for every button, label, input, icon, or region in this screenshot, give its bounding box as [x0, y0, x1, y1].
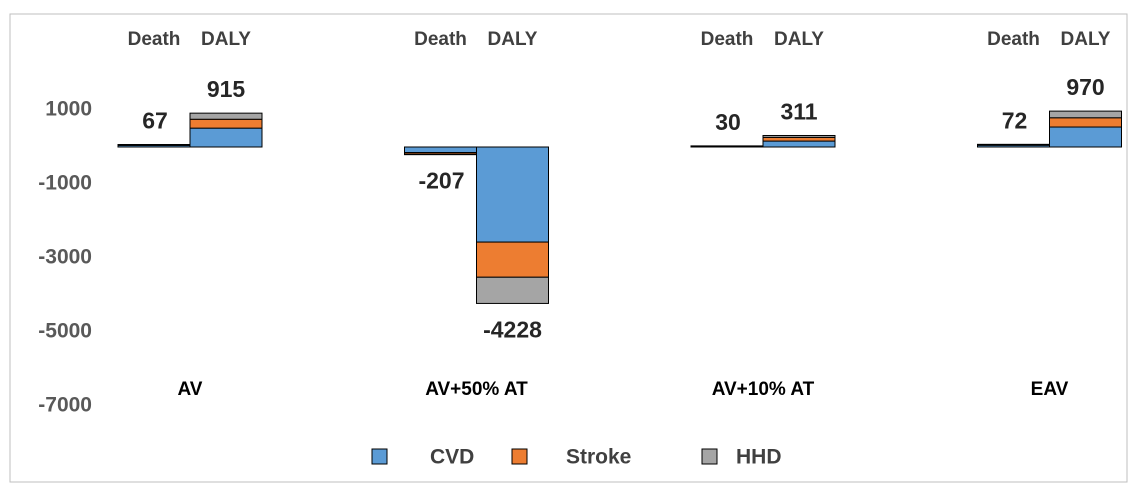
total-label: 67: [142, 108, 168, 134]
bar-label: DALY: [1061, 29, 1111, 50]
bar-segment: [762, 140, 836, 148]
y-tick-label: -7000: [38, 394, 92, 417]
bar-label: DALY: [488, 29, 538, 50]
bar-segment: [1049, 110, 1122, 119]
bar-segment: [977, 143, 1050, 146]
bar-segment: [476, 241, 549, 278]
category-label: EAV: [1031, 379, 1069, 400]
bar-segment: [404, 153, 477, 156]
category-label: AV+10% AT: [712, 379, 815, 400]
total-label: 970: [1066, 74, 1104, 100]
bar-segment: [189, 127, 263, 148]
bar-segment: [189, 112, 263, 120]
bar-segment: [762, 134, 836, 138]
chart-border: [9, 13, 1128, 483]
bar-label: Death: [128, 29, 181, 50]
y-tick-label: -3000: [38, 246, 92, 269]
total-label: 30: [715, 109, 741, 135]
bar-segment: [476, 146, 549, 243]
y-tick-label: 1000: [45, 98, 92, 121]
category-label: AV: [178, 379, 203, 400]
legend-label: Stroke: [566, 446, 631, 469]
bar-segment: [1049, 126, 1122, 148]
legend-swatch: [701, 448, 718, 465]
y-tick-label: -5000: [38, 320, 92, 343]
legend-label: CVD: [430, 446, 474, 469]
legend-swatch: [371, 448, 388, 465]
bar-label: DALY: [774, 29, 824, 50]
bar-segment: [404, 146, 477, 154]
bar-segment: [117, 144, 191, 146]
total-label: 311: [780, 99, 817, 125]
bar-label: Death: [414, 29, 467, 50]
legend-label: HHD: [736, 446, 782, 469]
total-label: 915: [207, 76, 246, 102]
total-label: -4228: [483, 317, 542, 343]
bar-label: Death: [987, 29, 1040, 50]
bar-segment: [762, 136, 836, 142]
bar-label: Death: [701, 29, 754, 50]
bar-segment: [476, 276, 549, 304]
category-label: AV+50% AT: [425, 379, 528, 400]
total-label: 72: [1002, 107, 1028, 133]
legend-swatch: [511, 448, 528, 465]
bar-segment: [690, 145, 764, 147]
y-tick-label: -1000: [38, 172, 92, 195]
bar-segment: [1049, 117, 1122, 128]
bar-label: DALY: [201, 29, 251, 50]
total-label: -207: [418, 168, 464, 194]
bar-segment: [189, 118, 263, 129]
